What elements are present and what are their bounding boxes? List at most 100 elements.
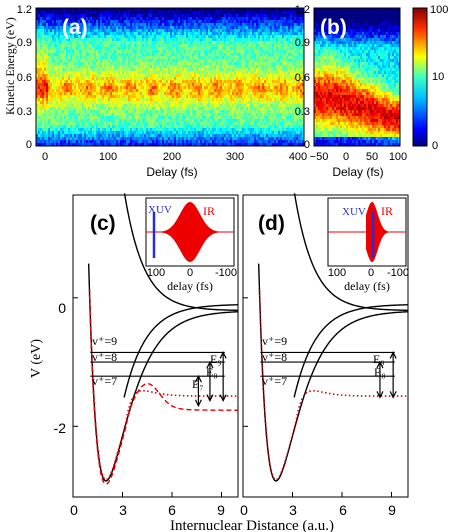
heatmap-a-cell bbox=[80, 44, 83, 48]
heatmap-a-cell bbox=[134, 65, 137, 69]
heatmap-a-cell bbox=[198, 83, 201, 87]
heatmap-a-cell bbox=[86, 128, 89, 132]
heatmap-a-cell bbox=[200, 32, 203, 36]
heatmap-a-cell bbox=[226, 80, 229, 84]
heatmap-a-cell bbox=[128, 41, 131, 45]
heatmap-a-cell bbox=[212, 140, 215, 144]
heatmap-a-cell bbox=[144, 110, 147, 114]
heatmap-a-cell bbox=[92, 77, 95, 81]
heatmap-a-cell bbox=[72, 41, 75, 45]
heatmap-a-cell bbox=[206, 143, 209, 146]
heatmap-a-cell bbox=[68, 119, 71, 123]
heatmap-a-cell bbox=[160, 80, 163, 84]
heatmap-a-cell bbox=[208, 74, 211, 78]
heatmap-a-cell bbox=[164, 20, 167, 24]
heatmap-a-cell bbox=[242, 47, 245, 51]
heatmap-a-cell bbox=[250, 68, 253, 72]
heatmap-a-cell bbox=[36, 68, 39, 72]
heatmap-a-cell bbox=[48, 20, 51, 24]
heatmap-a-cell bbox=[94, 83, 97, 87]
heatmap-a-cell bbox=[50, 29, 53, 33]
heatmap-a-cell bbox=[162, 128, 165, 132]
heatmap-a-cell bbox=[80, 26, 83, 30]
heatmap-a-cell bbox=[174, 29, 177, 33]
heatmap-a-cell bbox=[48, 68, 51, 72]
heatmap-a-cell bbox=[222, 86, 225, 90]
heatmap-a-cell bbox=[98, 104, 101, 108]
heatmap-a-cell bbox=[102, 11, 105, 15]
heatmap-a-cell bbox=[152, 71, 155, 75]
heatmap-a-cell bbox=[48, 65, 51, 69]
heatmap-a-cell bbox=[82, 116, 85, 120]
heatmap-a-cell bbox=[38, 74, 41, 78]
heatmap-a-cell bbox=[208, 17, 211, 21]
heatmap-a-cell bbox=[176, 143, 179, 146]
heatmap-a-cell bbox=[170, 74, 173, 78]
heatmap-a-cell bbox=[178, 116, 181, 120]
heatmap-a-cell bbox=[76, 77, 79, 81]
heatmap-a-cell bbox=[178, 59, 181, 63]
heatmap-a-cell bbox=[104, 119, 107, 123]
heatmap-a-cell bbox=[236, 56, 239, 60]
heatmap-a-cell bbox=[130, 8, 133, 12]
heatmap-a-cell bbox=[246, 17, 249, 21]
heatmap-a-cell bbox=[104, 140, 107, 144]
heatmap-a-cell bbox=[196, 92, 199, 96]
heatmap-a-cell bbox=[184, 26, 187, 30]
heatmap-a-cell bbox=[54, 98, 57, 102]
heatmap-a-cell bbox=[152, 35, 155, 39]
heatmap-a-cell bbox=[190, 134, 193, 138]
heatmap-a-cell bbox=[238, 53, 241, 57]
heatmap-a-cell bbox=[160, 50, 163, 54]
heatmap-a-cell bbox=[54, 143, 57, 146]
heatmap-a-cell bbox=[240, 113, 243, 117]
heatmap-a-cell bbox=[218, 101, 221, 105]
heatmap-a-cell bbox=[124, 107, 127, 111]
heatmap-a-cell bbox=[192, 131, 195, 135]
heatmap-a-cell bbox=[198, 122, 201, 126]
heatmap-a-cell bbox=[190, 59, 193, 63]
heatmap-a-cell bbox=[200, 41, 203, 45]
heatmap-a-cell bbox=[204, 77, 207, 81]
heatmap-a-cell bbox=[184, 125, 187, 129]
heatmap-a-cell bbox=[122, 26, 125, 30]
heatmap-a-cell bbox=[64, 8, 67, 12]
heatmap-a-cell bbox=[144, 59, 147, 63]
heatmap-a-cell bbox=[166, 137, 169, 141]
heatmap-a-cell bbox=[230, 92, 233, 96]
heatmap-a-cell bbox=[222, 23, 225, 27]
heatmap-a-cell bbox=[96, 89, 99, 93]
heatmap-a-cell bbox=[118, 143, 121, 146]
heatmap-a-cell bbox=[128, 116, 131, 120]
heatmap-a-cell bbox=[214, 65, 217, 69]
heatmap-a-cell bbox=[204, 125, 207, 129]
heatmap-a-cell bbox=[132, 17, 135, 21]
heatmap-a-cell bbox=[92, 119, 95, 123]
heatmap-a-cell bbox=[122, 128, 125, 132]
heatmap-a-cell bbox=[192, 89, 195, 93]
heatmap-a-cell bbox=[96, 53, 99, 57]
heatmap-a-cell bbox=[132, 107, 135, 111]
heatmap-a-cell bbox=[214, 71, 217, 75]
heatmap-a-cell bbox=[134, 38, 137, 42]
heatmap-a-cell bbox=[232, 38, 235, 42]
heatmap-a-cell bbox=[240, 14, 243, 18]
heatmap-a-cell bbox=[158, 104, 161, 108]
heatmap-a-cell bbox=[50, 71, 53, 75]
heatmap-a-cell bbox=[244, 35, 247, 39]
heatmap-a-cell bbox=[48, 83, 51, 87]
heatmap-a-cell bbox=[228, 80, 231, 84]
heatmap-a-cell bbox=[106, 47, 109, 51]
heatmap-a-cell bbox=[154, 59, 157, 63]
heatmap-a-cell bbox=[216, 110, 219, 114]
heatmap-a-cell bbox=[158, 53, 161, 57]
heatmap-a-cell bbox=[200, 110, 203, 114]
heatmap-a-cell bbox=[170, 128, 173, 132]
heatmap-a-cell bbox=[100, 65, 103, 69]
heatmap-a-cell bbox=[146, 122, 149, 126]
heatmap-a-cell bbox=[184, 35, 187, 39]
heatmap-a-cell bbox=[90, 62, 93, 66]
heatmap-a-cell bbox=[232, 59, 235, 63]
heatmap-a-cell bbox=[120, 140, 123, 144]
heatmap-a-cell bbox=[124, 17, 127, 21]
